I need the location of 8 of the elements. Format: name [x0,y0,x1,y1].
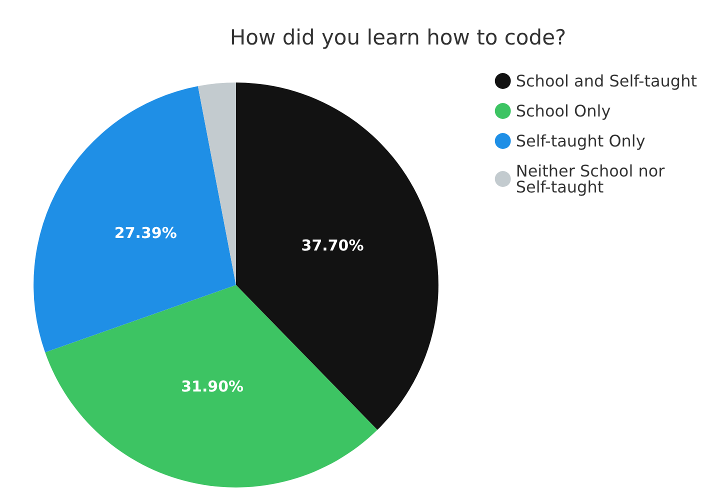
legend-label: School and Self-taught [516,72,697,90]
legend-label: Self-taught Only [516,132,646,150]
chart-title: How did you learn how to code? [230,26,566,50]
legend-label: Neither School nor Self-taught [516,162,670,196]
data-label: 37.70% [301,236,364,255]
data-label: 31.90% [181,377,244,396]
data-label: 27.39% [114,224,177,242]
legend-label: School Only [516,102,611,120]
